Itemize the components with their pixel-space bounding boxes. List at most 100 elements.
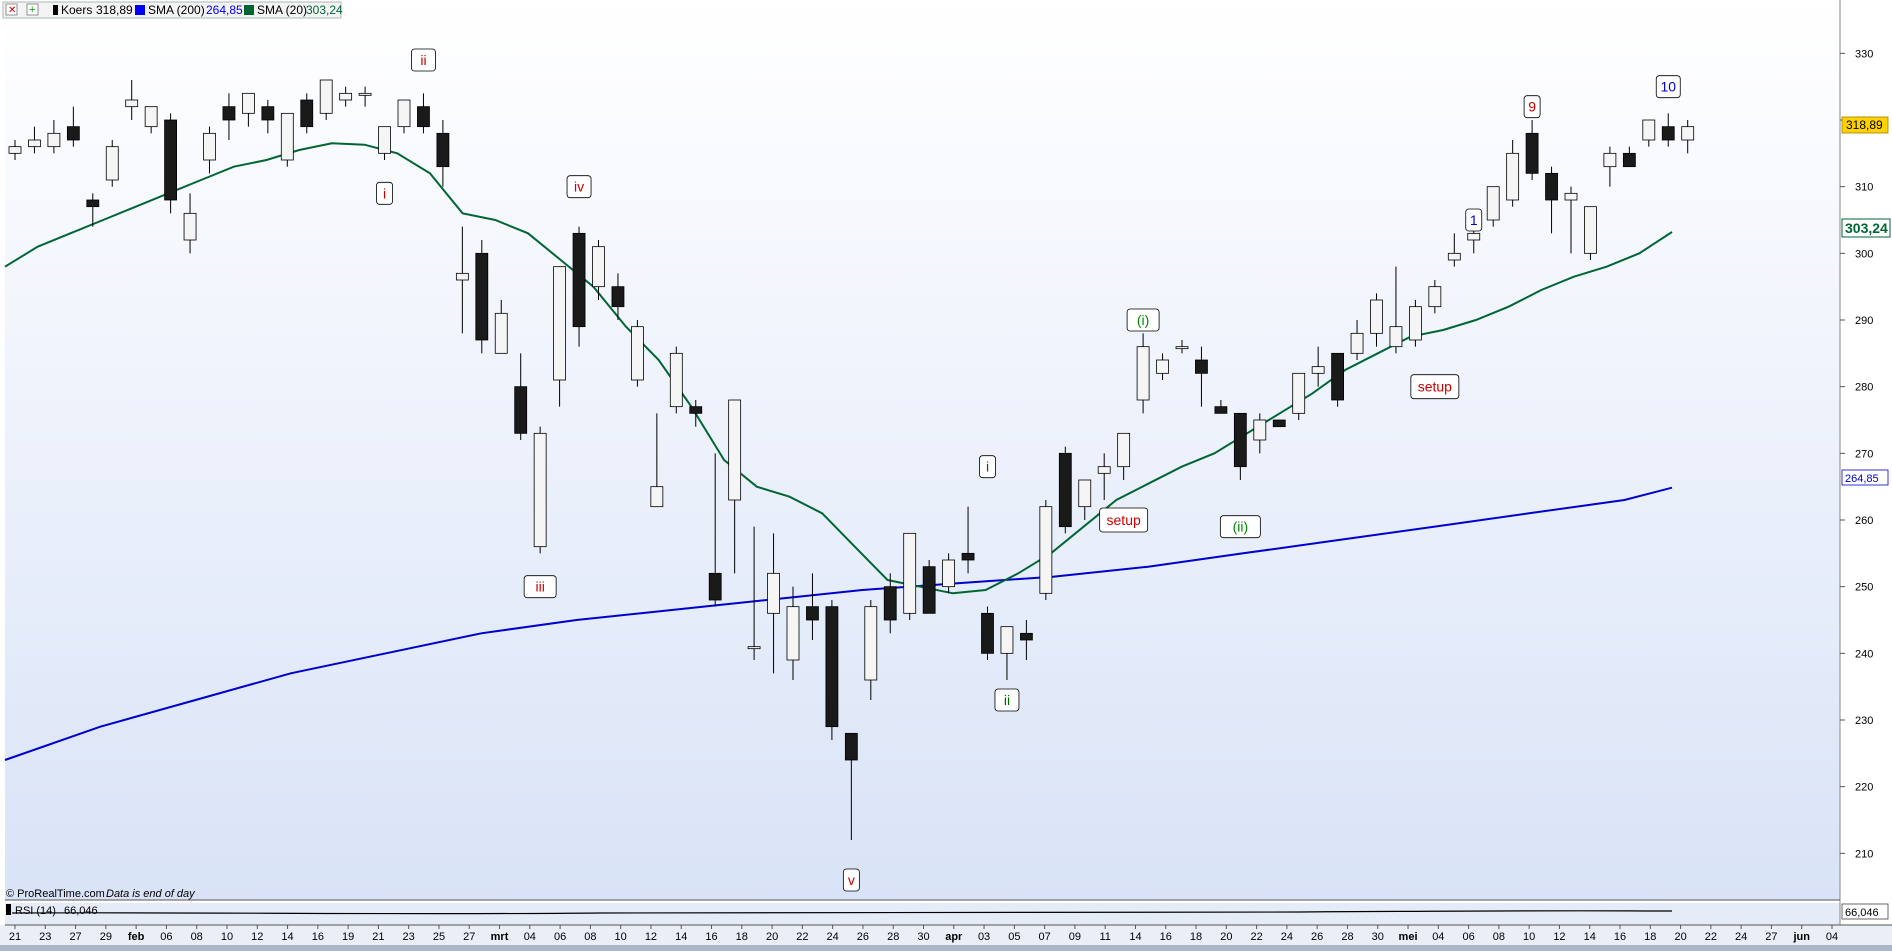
- x-tick-label: 27: [69, 931, 81, 943]
- candle: [1370, 293, 1383, 347]
- y-tick-label: 330: [1855, 48, 1873, 60]
- x-tick-label: 19: [342, 931, 354, 943]
- candle: [553, 266, 566, 407]
- candle: [903, 532, 917, 620]
- legend-sma20-name: SMA (20): [257, 3, 307, 17]
- candle: [358, 86, 372, 107]
- svg-text:v: v: [848, 872, 855, 888]
- wave-label: (i): [1126, 308, 1160, 332]
- candle: [125, 80, 139, 120]
- y-tick-label: 230: [1855, 715, 1873, 727]
- candle: [708, 453, 722, 607]
- x-axis: 21 23 27 29 feb 06 08 10 12 14 16 19 21 23 25 27 mrt 04 06…: [9, 925, 1838, 943]
- candle: [397, 99, 411, 134]
- y-axis-band: [1840, 0, 1892, 925]
- candle: [164, 113, 178, 214]
- rsi-value-tag: 66,046: [1841, 903, 1889, 920]
- x-tick-label: 29: [100, 931, 112, 943]
- candle: [1506, 140, 1520, 207]
- candle: [222, 93, 236, 140]
- x-tick-label: 10: [221, 931, 233, 943]
- rsi-value: 66,046: [64, 905, 98, 917]
- legend-bar: ✕ + Koers 318,89 SMA (200) 264,85 SMA (2…: [2, 1, 343, 19]
- scrollbar[interactable]: [0, 945, 1892, 951]
- candle: [475, 240, 489, 354]
- candle: [1097, 453, 1111, 500]
- x-tick-label: 12: [1553, 931, 1565, 943]
- plus-icon[interactable]: +: [26, 3, 39, 16]
- rsi-label: RSI (14): [15, 905, 56, 917]
- legend-koers-value: 318,89: [96, 3, 133, 17]
- x-tick-label: mei: [1399, 931, 1418, 943]
- svg-text:10: 10: [1660, 79, 1676, 95]
- candle: [339, 86, 353, 107]
- y-tick-label: 250: [1855, 582, 1873, 594]
- candle: [1156, 353, 1169, 380]
- close-icon[interactable]: ✕: [5, 3, 18, 16]
- candle: [1253, 413, 1267, 454]
- candles: [8, 79, 1695, 840]
- x-tick-label: 08: [191, 931, 203, 943]
- candle: [455, 226, 469, 334]
- candle: [1389, 266, 1403, 354]
- candle: [1078, 479, 1092, 520]
- candle: [1486, 186, 1500, 227]
- svg-text:+: +: [29, 4, 35, 16]
- rsi-legend: RSI (14) 66,046: [6, 904, 98, 917]
- candle: [1681, 120, 1695, 154]
- svg-text:setup: setup: [1418, 379, 1452, 395]
- x-tick-label: 22: [1250, 931, 1262, 943]
- svg-text:303,24: 303,24: [1845, 220, 1888, 236]
- x-tick-label: 26: [1311, 931, 1323, 943]
- candle: [1175, 340, 1189, 354]
- x-tick-label: 18: [736, 931, 748, 943]
- candle: [533, 426, 547, 554]
- candle: [1020, 620, 1033, 660]
- wave-label: 10: [1655, 75, 1681, 99]
- x-tick-label: 16: [705, 931, 717, 943]
- svg-text:iv: iv: [574, 179, 584, 195]
- x-tick-label: 06: [160, 931, 172, 943]
- svg-text:264,85: 264,85: [1845, 473, 1879, 485]
- candle: [1350, 320, 1364, 360]
- x-tick-label: 14: [1584, 931, 1596, 943]
- candle: [1233, 412, 1247, 480]
- x-tick-label: 20: [766, 931, 778, 943]
- candle: [592, 240, 605, 300]
- candle: [1642, 119, 1656, 147]
- svg-text:1: 1: [1470, 212, 1478, 228]
- candle: [669, 346, 683, 414]
- x-tick-label: 23: [403, 931, 415, 943]
- x-tick-label: 16: [312, 931, 324, 943]
- wave-label: ii: [411, 48, 436, 72]
- candle: [494, 300, 508, 354]
- candle: [144, 106, 158, 134]
- candle: [319, 79, 333, 120]
- svg-text:setup: setup: [1107, 512, 1141, 528]
- candle: [86, 193, 100, 227]
- x-tick-label: 24: [827, 931, 839, 943]
- x-tick-label: 08: [1493, 931, 1505, 943]
- x-tick-label: 18: [1644, 931, 1656, 943]
- candle: [1331, 352, 1344, 407]
- x-tick-label: 04: [1826, 931, 1838, 943]
- candle: [8, 140, 22, 160]
- candle: [261, 100, 275, 134]
- candle: [1584, 206, 1597, 260]
- candle: [767, 533, 780, 674]
- x-tick-label: 14: [675, 931, 687, 943]
- x-tick-label: 24: [1735, 931, 1747, 943]
- x-tick-label: 20: [1674, 931, 1686, 943]
- sma200-swatch: [135, 5, 145, 15]
- source-note: Data is end of day: [106, 888, 196, 900]
- candle: [1447, 233, 1461, 267]
- y-tick-label: 290: [1855, 315, 1873, 327]
- x-tick-label: 09: [1069, 931, 1081, 943]
- svg-text:i: i: [986, 459, 989, 475]
- candle: [689, 400, 703, 427]
- x-axis-band: [0, 925, 1892, 945]
- x-tick-label: 22: [1705, 931, 1717, 943]
- svg-text:✕: ✕: [8, 5, 16, 16]
